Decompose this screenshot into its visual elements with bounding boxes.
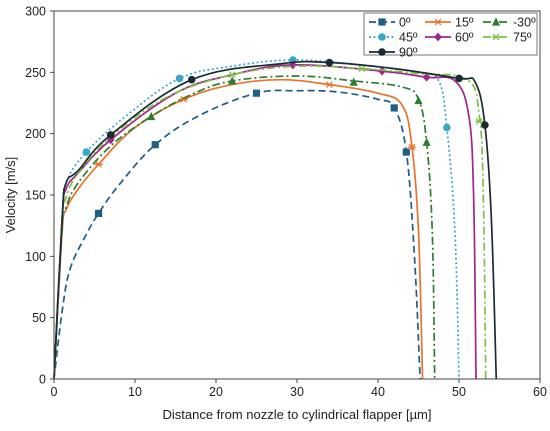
x-tick-label: 0 xyxy=(51,385,58,399)
legend-swatch-marker-15 xyxy=(433,18,443,26)
data-point-15 xyxy=(94,160,103,168)
x-tick-label: 60 xyxy=(533,385,547,399)
x-axis-label: Distance from nozzle to cylindrical flap… xyxy=(162,407,431,422)
legend-label-neg-30: -30º xyxy=(513,16,536,30)
x-tick-label: 30 xyxy=(290,385,304,399)
data-point-0 xyxy=(402,148,410,156)
legend-swatch-marker-60 xyxy=(434,32,442,42)
y-tick-label: 200 xyxy=(25,127,46,141)
legend-swatch-marker-90 xyxy=(378,48,386,56)
legend-label-60: 60º xyxy=(455,31,474,45)
legend-swatch-marker-0 xyxy=(378,18,386,26)
series-line-15 xyxy=(53,78,424,380)
legend: 0º 15º -30º 45º 60º 75º 90º xyxy=(363,12,538,60)
axes-group: 0 10 20 30 40 50 60 0 50 100 150 200 250 300 xyxy=(25,5,547,400)
x-tick-label: 20 xyxy=(209,385,223,399)
data-point-90 xyxy=(455,74,463,83)
series-15 xyxy=(53,78,424,380)
legend-label-45: 45º xyxy=(399,31,418,45)
legend-box xyxy=(363,12,538,56)
data-point-neg-30 xyxy=(422,137,431,146)
y-tick-label: 250 xyxy=(25,66,46,80)
legend-swatch-marker-neg-30 xyxy=(491,17,501,26)
data-point-90 xyxy=(481,121,489,129)
data-point-0 xyxy=(252,89,261,97)
data-point-neg-30 xyxy=(147,111,156,121)
y-tick-label: 100 xyxy=(25,250,46,264)
data-point-45 xyxy=(175,74,184,83)
data-point-90 xyxy=(325,58,334,67)
y-tick-label: 0 xyxy=(39,373,46,387)
data-point-75 xyxy=(357,65,366,73)
legend-entry-60: 60º xyxy=(425,31,474,45)
series-line-60 xyxy=(53,64,477,380)
legend-label-90: 90º xyxy=(399,46,418,60)
legend-swatch-marker-75 xyxy=(491,33,501,41)
data-point-45 xyxy=(82,148,91,156)
x-tick-label: 10 xyxy=(128,385,142,399)
data-point-90 xyxy=(106,131,115,139)
series-90 xyxy=(53,58,498,380)
data-point-0 xyxy=(94,209,103,217)
y-tick-label: 300 xyxy=(25,5,46,19)
data-point-0 xyxy=(390,104,398,112)
x-tick-label: 40 xyxy=(371,385,385,399)
series-line-75 xyxy=(53,65,487,380)
legend-entry-75: 75º xyxy=(483,31,532,45)
y-axis-label: Velocity [m/s] xyxy=(3,157,18,234)
data-point-60 xyxy=(106,135,115,145)
legend-entry-45: 45º xyxy=(369,31,418,45)
legend-label-75: 75º xyxy=(513,31,532,45)
legend-entry-neg-30: -30º xyxy=(483,16,536,30)
data-point-15 xyxy=(325,81,334,88)
data-point-90 xyxy=(187,75,196,84)
legend-entry-15: 15º xyxy=(425,16,474,30)
data-point-0 xyxy=(151,141,159,149)
legend-label-0: 0º xyxy=(399,16,411,30)
x-tick-label: 50 xyxy=(452,385,466,399)
data-point-75 xyxy=(475,118,484,125)
series-group xyxy=(53,56,498,380)
y-tick-label: 50 xyxy=(32,311,46,325)
legend-label-15: 15º xyxy=(455,16,474,30)
data-point-neg-30 xyxy=(349,77,358,86)
series-neg-30 xyxy=(53,75,436,380)
series-line-neg-30 xyxy=(53,75,436,380)
data-point-75 xyxy=(228,71,237,79)
data-point-neg-30 xyxy=(228,76,237,85)
series-75 xyxy=(53,65,487,380)
series-0 xyxy=(53,89,421,380)
series-line-90 xyxy=(53,60,498,380)
data-point-neg-30 xyxy=(414,95,423,105)
data-point-15 xyxy=(407,143,417,151)
y-tick-label: 150 xyxy=(25,189,46,203)
legend-entry-0: 0º xyxy=(369,16,411,30)
legend-swatch-marker-45 xyxy=(378,33,386,41)
data-point-60 xyxy=(378,66,386,76)
legend-entry-90: 90º xyxy=(369,46,418,60)
data-point-45 xyxy=(443,123,451,132)
